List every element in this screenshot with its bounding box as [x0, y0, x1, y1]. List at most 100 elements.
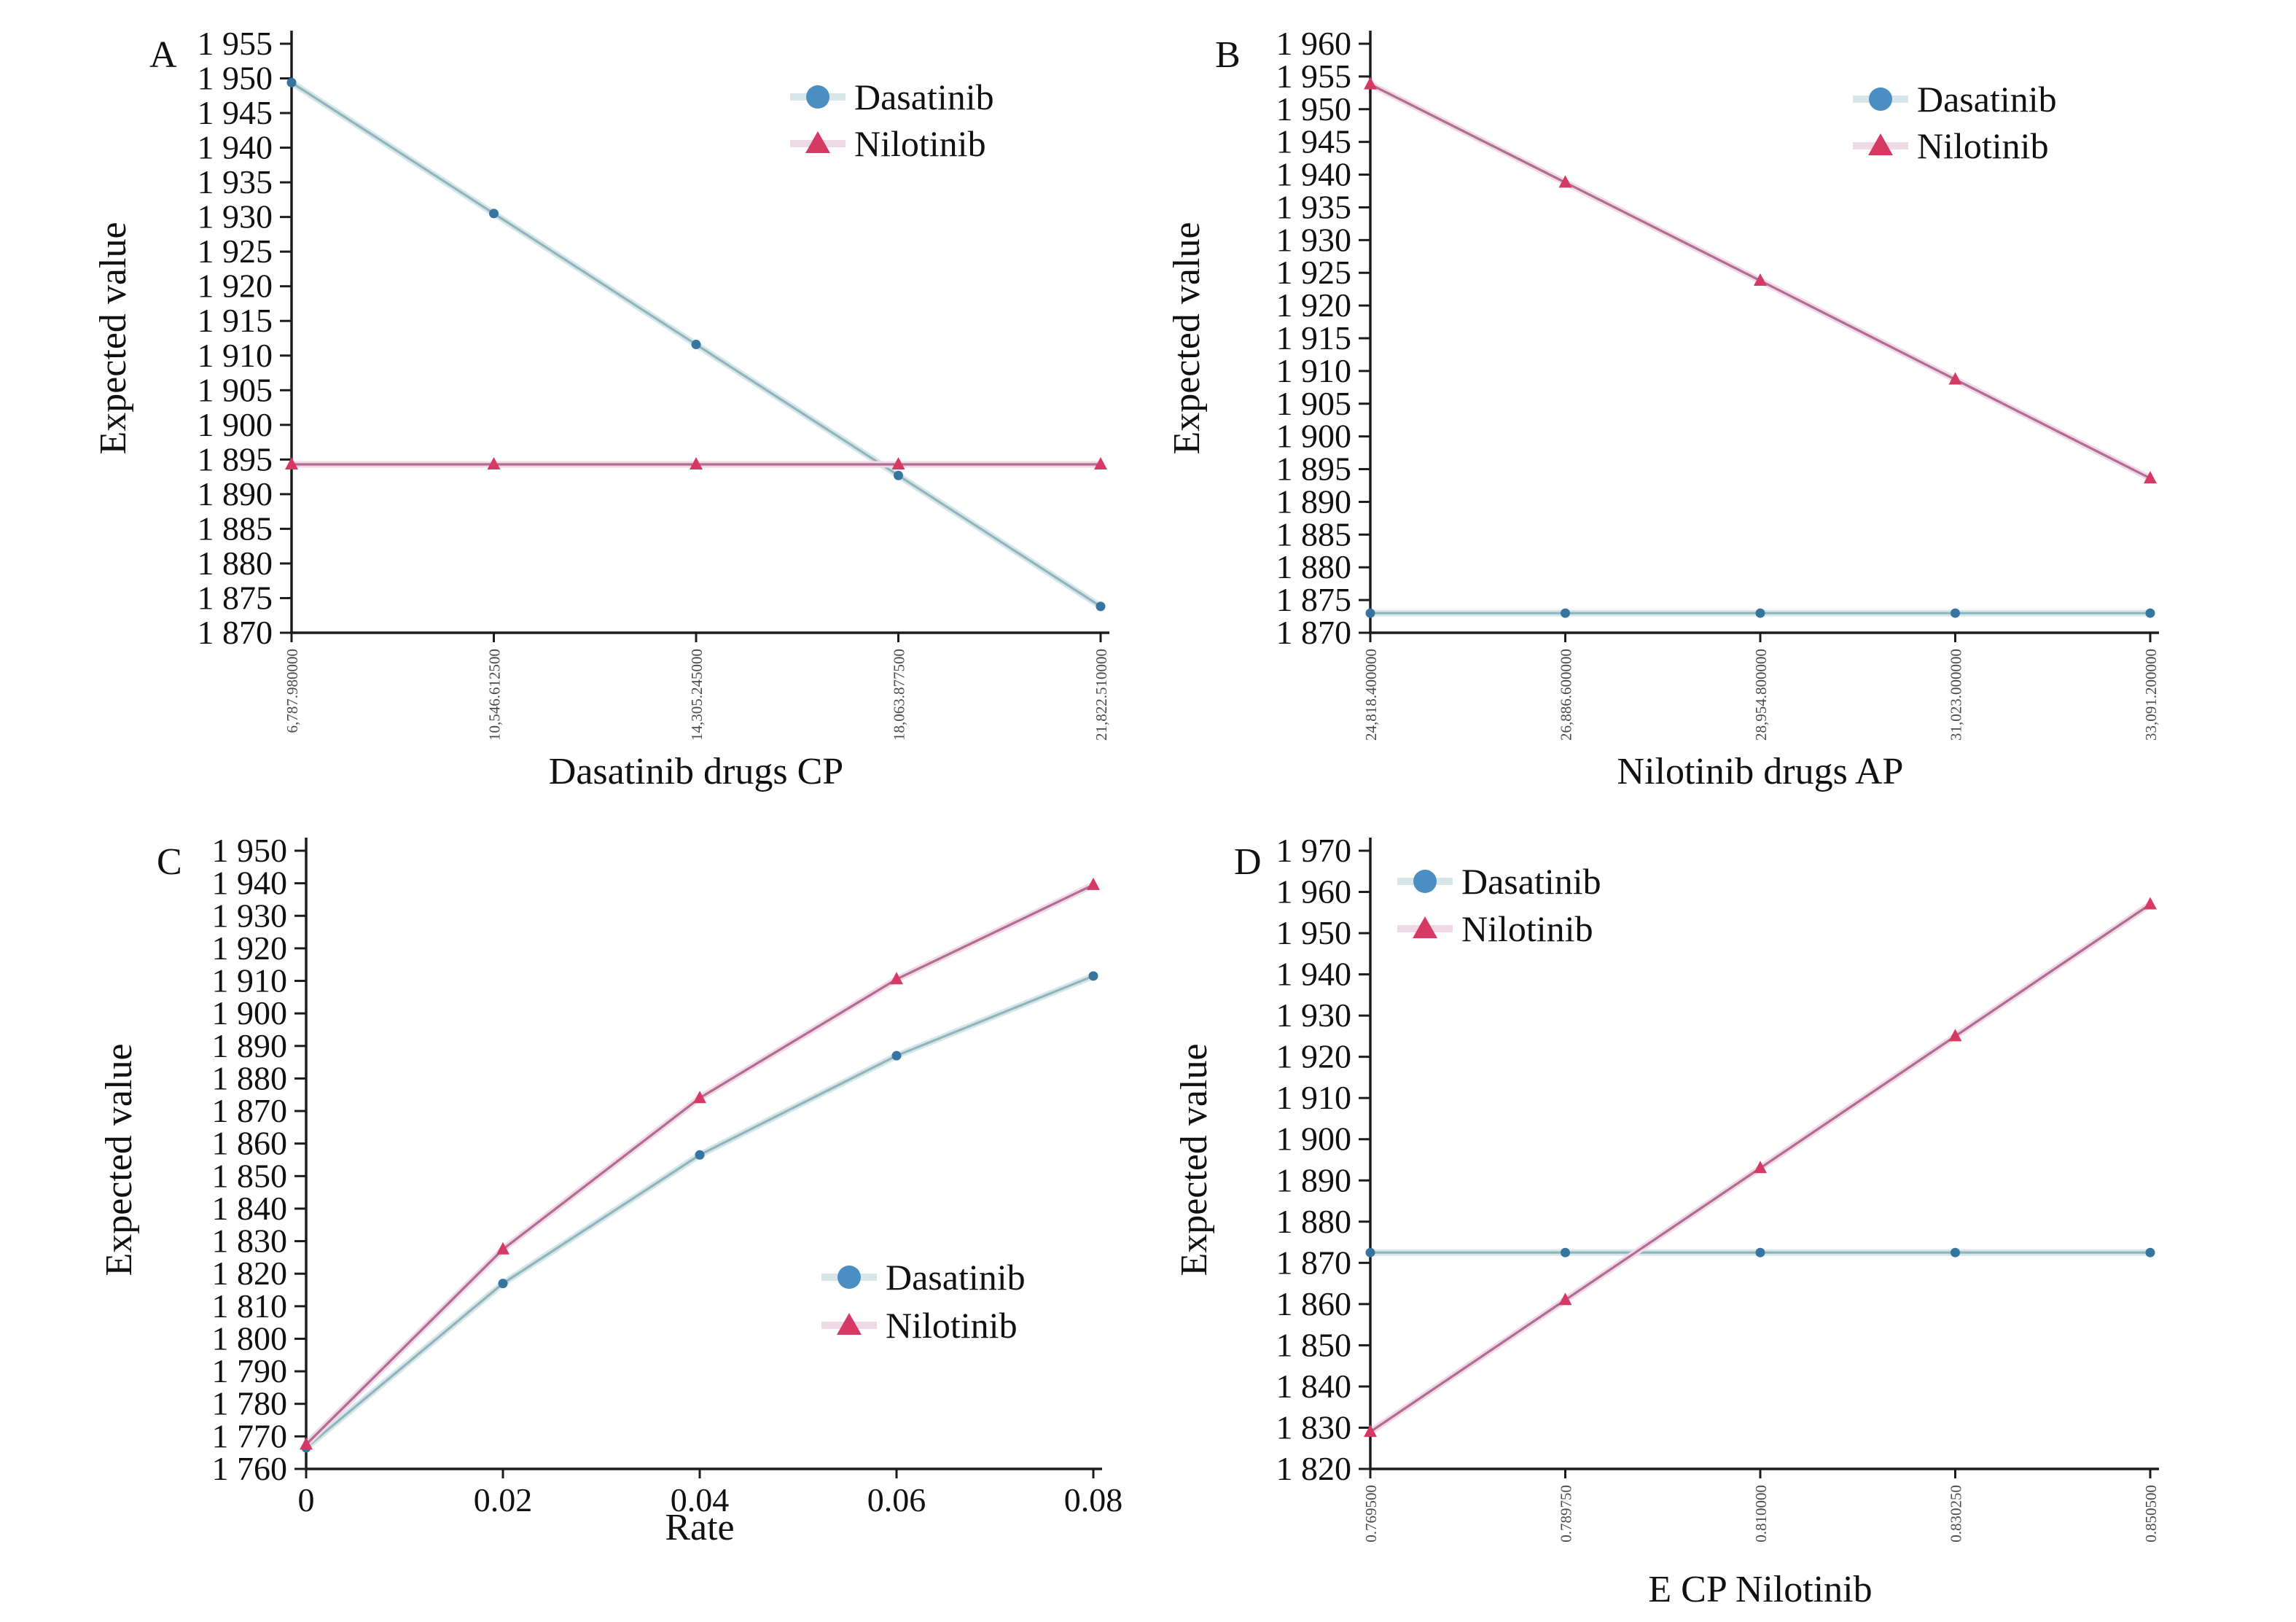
x-tick-label: 0.810000: [1752, 1485, 1770, 1543]
y-axis-title: Expected value: [98, 1043, 140, 1276]
y-tick-label: 1 830: [1276, 1408, 1352, 1446]
data-point-nilotinib: [1754, 273, 1767, 286]
y-tick-label: 1 895: [1276, 451, 1352, 488]
data-point-nilotinib: [1754, 1161, 1767, 1174]
data-point-nilotinib: [1364, 77, 1377, 90]
y-tick-label: 1 925: [1276, 254, 1352, 291]
series-line-dasatinib: [305, 975, 1094, 1449]
x-tick-label: 21,822.510000: [1093, 649, 1110, 741]
x-axis-title: E CP Nilotinib: [1648, 1569, 1872, 1610]
data-point-nilotinib: [693, 1091, 706, 1104]
y-tick-label: 1 900: [1276, 1120, 1352, 1158]
data-point-dasatinib: [695, 1150, 705, 1160]
y-tick-label: 1 890: [1276, 483, 1352, 520]
data-point-dasatinib: [1088, 971, 1098, 981]
axis-lines: [290, 31, 1109, 634]
y-tick-label: 1 860: [1276, 1285, 1352, 1322]
data-point-dasatinib: [498, 1279, 508, 1289]
data-point-nilotinib: [1087, 877, 1100, 890]
legend-label-dasatinib: Dasatinib: [886, 1257, 1026, 1298]
panel-a-container: A Expected value 1 870 1 875 1 880 1 885 1 890…: [0, 0, 1148, 811]
y-tick-label: 1 890: [198, 475, 273, 512]
x-tick-label: 10,546.612500: [486, 649, 504, 741]
y-tick-label: 1 895: [198, 440, 273, 477]
y-tick-label: 1 920: [1276, 286, 1352, 324]
x-tick-label: 26,886.600000: [1558, 649, 1575, 741]
x-tick-label: 0: [298, 1481, 315, 1518]
y-axis-title: Expected value: [93, 222, 134, 454]
y-tick-label: 1 930: [1276, 997, 1352, 1034]
y-tick-label: 1 930: [212, 897, 288, 934]
y-tick-label: 1 890: [212, 1027, 288, 1064]
y-tick-label: 1 885: [1276, 515, 1352, 553]
data-point-nilotinib: [1558, 1292, 1572, 1306]
y-tick-label: 1 970: [1276, 832, 1352, 869]
y-tick-label: 1 915: [198, 302, 273, 339]
data-point-nilotinib: [1948, 1029, 1962, 1042]
data-point-nilotinib: [300, 1437, 313, 1450]
legend-nilotinib-marker-icon: [1868, 133, 1893, 155]
data-point-nilotinib: [1948, 372, 1962, 385]
y-tick-label: 1 790: [212, 1352, 288, 1389]
legend-nilotinib-marker-icon: [805, 131, 830, 153]
axis-lines: [1369, 31, 2159, 634]
y-tick-label: 1 950: [1276, 90, 1352, 128]
y-tick-label: 1 960: [1276, 25, 1352, 62]
panel-c-container: C Expected value 1 760 1 770 1 780 1 790 1 800…: [0, 811, 1148, 1622]
y-tick-label: 1 915: [1276, 319, 1352, 356]
y-tick-label: 1 800: [212, 1319, 288, 1357]
data-point-dasatinib: [1561, 1247, 1570, 1258]
legend-dasatinib-marker-icon: [806, 85, 829, 109]
y-tick-label: 1 945: [198, 94, 273, 131]
data-point-nilotinib: [285, 457, 298, 470]
y-tick-label: 1 920: [1276, 1038, 1352, 1075]
y-tick-label: 1 820: [1276, 1450, 1352, 1487]
data-point-nilotinib: [2144, 471, 2157, 484]
legend-label-dasatinib: Dasatinib: [1917, 79, 2057, 120]
y-tick-label: 1 810: [212, 1287, 288, 1325]
y-tick-label: 1 840: [1276, 1368, 1352, 1405]
data-point-nilotinib: [1094, 457, 1107, 470]
x-axis-title: Dasatinib drugs CP: [549, 751, 843, 792]
x-tick-label: 0.769500: [1362, 1485, 1380, 1543]
legend-label-nilotinib: Nilotinib: [1917, 125, 2049, 166]
y-axis-title: Expected value: [1174, 1043, 1215, 1276]
y-tick-label: 1 880: [212, 1059, 288, 1096]
y-tick-label: 1 900: [212, 994, 288, 1032]
y-tick-label: 1 770: [212, 1417, 288, 1454]
y-tick-label: 1 870: [212, 1092, 288, 1129]
y-tick-label: 1 905: [198, 371, 273, 408]
y-tick-label: 1 875: [198, 579, 273, 616]
y-tick-label: 1 955: [198, 25, 273, 62]
y-tick-label: 1 925: [198, 233, 273, 270]
y-tick-label: 1 820: [212, 1255, 288, 1292]
y-tick-label: 1 940: [212, 865, 288, 902]
data-point-dasatinib: [2145, 608, 2155, 618]
y-tick-label: 1 950: [212, 832, 288, 869]
legend-nilotinib-marker-icon: [1413, 916, 1437, 938]
y-tick-label: 1 875: [1276, 581, 1352, 618]
data-point-nilotinib: [496, 1241, 509, 1255]
data-point-nilotinib: [2144, 897, 2157, 910]
data-point-nilotinib: [1364, 1424, 1377, 1438]
data-point-dasatinib: [691, 340, 701, 350]
data-point-nilotinib: [1558, 175, 1572, 188]
data-point-dasatinib: [894, 470, 903, 480]
series-halo-dasatinib: [304, 972, 1095, 1451]
legend-nilotinib-marker-icon: [837, 1313, 862, 1335]
y-tick-label: 1 930: [198, 198, 273, 235]
y-tick-label: 1 930: [1276, 221, 1352, 258]
x-tick-label: 0.02: [474, 1481, 533, 1518]
data-point-dasatinib: [1365, 1247, 1375, 1258]
y-tick-label: 1 940: [1276, 156, 1352, 193]
x-tick-label: 0.789750: [1558, 1485, 1575, 1543]
y-tick-label: 1 900: [1276, 418, 1352, 455]
data-point-dasatinib: [1365, 608, 1375, 618]
x-tick-label: 6,787.980000: [284, 649, 301, 733]
y-tick-label: 1 920: [198, 268, 273, 305]
data-point-dasatinib: [1951, 1247, 1960, 1258]
data-point-dasatinib: [2145, 1247, 2155, 1258]
